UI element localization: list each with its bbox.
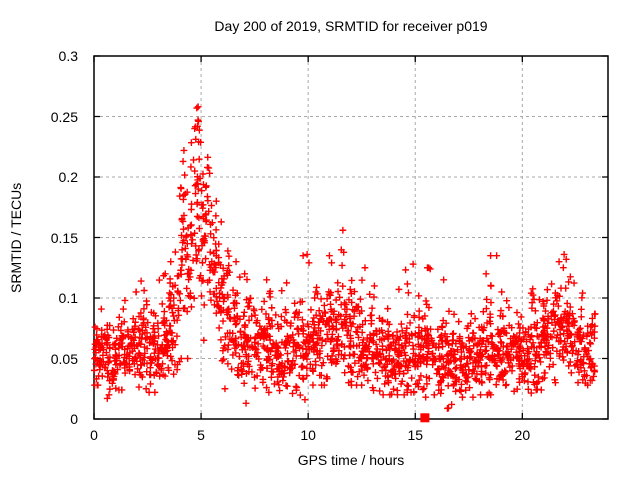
chart-title: Day 200 of 2019, SRMTID for receiver p01… [214,18,488,34]
y-tick-label: 0.25 [50,108,78,125]
x-tick-label: 10 [300,427,316,443]
y-tick-label: 0.15 [50,229,78,246]
x-tick-label: 5 [197,427,205,443]
x-tick-label: 0 [90,427,98,443]
y-tick-label: 0 [70,411,78,427]
y-tick-label: 0.3 [58,48,78,64]
x-tick-label: 20 [514,427,531,443]
x-axis-label: GPS time / hours [297,452,405,468]
x-tick-label: 15 [407,427,424,443]
y-tick-label: 0.05 [50,350,78,367]
y-tick-label: 0.1 [58,290,78,306]
y-tick-label: 0.2 [58,169,78,185]
